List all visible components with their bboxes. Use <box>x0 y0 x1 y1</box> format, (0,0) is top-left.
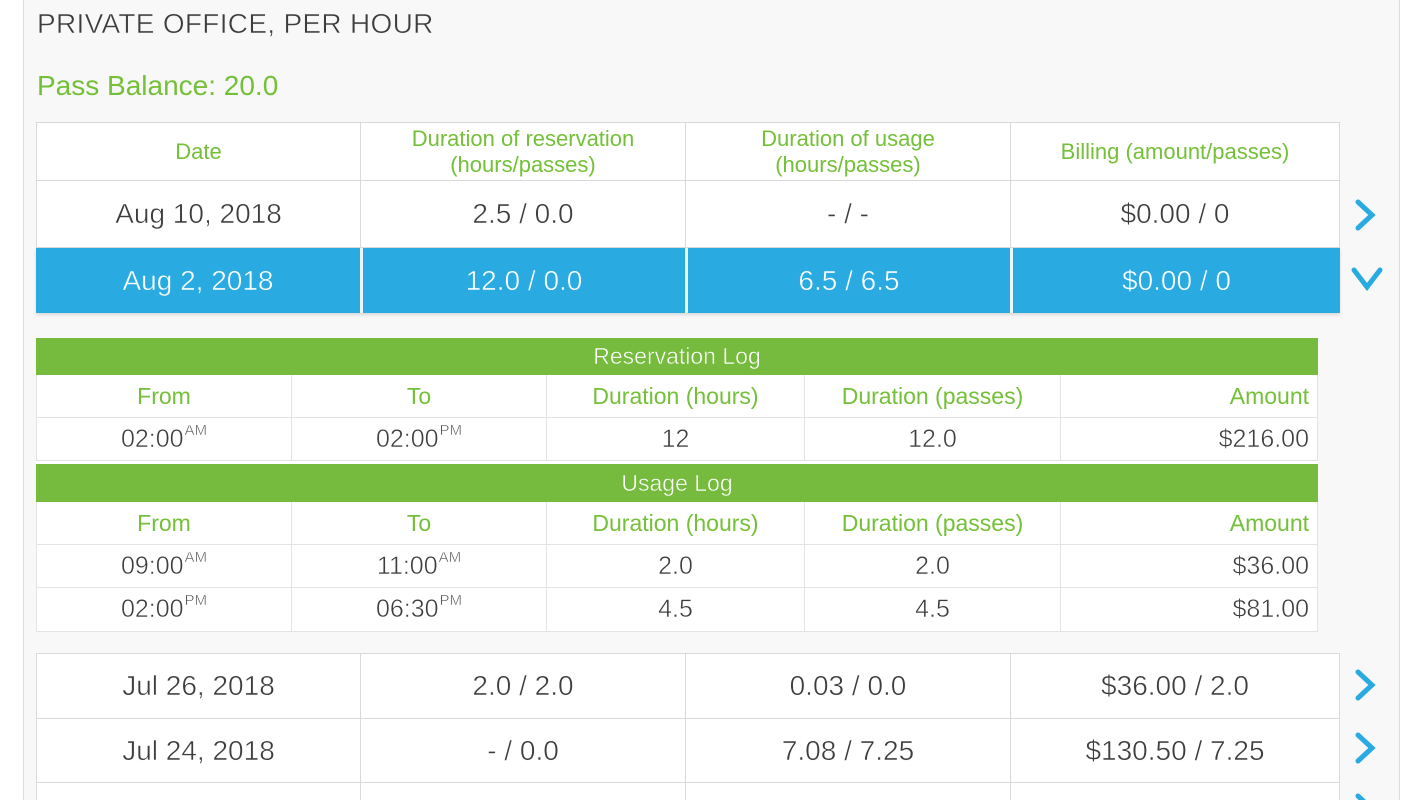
chevron-right-icon[interactable] <box>1355 199 1377 231</box>
cell-billing: $0.00 / 0 <box>1010 248 1340 313</box>
cell-billing: $130.50 / 7.25 <box>1010 719 1340 783</box>
log-cell-to: 02:00 PM <box>291 418 546 461</box>
log-cell-duration-passes: 2.0 <box>804 545 1060 588</box>
usage-log-title-bar: Usage Log <box>36 461 1318 502</box>
pass-balance-label: Pass Balance: <box>37 70 216 101</box>
meridiem: PM <box>439 592 463 610</box>
history-table-header: Date Duration of reservation (hours/passe… <box>36 122 1340 181</box>
log-cell-from: 09:00 AM <box>36 545 291 588</box>
cell-date <box>36 783 360 800</box>
history-row-jul24[interactable]: Jul 24, 2018 - / 0.0 7.08 / 7.25 $130.50… <box>36 719 1340 783</box>
log-header-from: From <box>36 375 291 418</box>
cell-billing: $36.00 / 2.0 <box>1010 653 1340 719</box>
cell-usage: - / - <box>685 181 1010 248</box>
history-row-jul26[interactable]: Jul 26, 2018 2.0 / 2.0 0.03 / 0.0 $36.00… <box>36 653 1340 719</box>
page-title: PRIVATE OFFICE, PER HOUR <box>37 8 434 40</box>
cell-date: Jul 24, 2018 <box>36 719 360 783</box>
log-cell-amount: $216.00 <box>1060 418 1318 461</box>
log-header-duration-passes: Duration (passes) <box>804 502 1060 545</box>
log-header-to: To <box>291 502 546 545</box>
log-header-duration-hours: Duration (hours) <box>546 375 804 418</box>
cell-reservation: - / 0.0 <box>360 719 685 783</box>
meridiem: AM <box>438 548 462 566</box>
history-row-aug10[interactable]: Aug 10, 2018 2.5 / 0.0 - / - $0.00 / 0 <box>36 181 1340 248</box>
log-cell-amount: $36.00 <box>1060 545 1318 588</box>
cell-reservation: 12.0 / 0.0 <box>360 248 685 313</box>
header-duration-reservation: Duration of reservation (hours/passes) <box>360 122 685 181</box>
cell-date: Aug 10, 2018 <box>36 181 360 248</box>
header-billing: Billing (amount/passes) <box>1010 122 1340 181</box>
chevron-right-icon[interactable] <box>1355 793 1377 800</box>
cell-usage: 6.5 / 6.5 <box>685 248 1010 313</box>
reservation-log-header: From To Duration (hours) Duration (passe… <box>36 375 1318 418</box>
log-cell-to: 11:00 AM <box>291 545 546 588</box>
log-cell-duration-hours: 2.0 <box>546 545 804 588</box>
usage-log-header: From To Duration (hours) Duration (passe… <box>36 502 1318 545</box>
meridiem: PM <box>439 421 463 439</box>
log-cell-duration-passes: 4.5 <box>804 588 1060 632</box>
history-row-partial[interactable] <box>36 783 1340 800</box>
cell-usage: 0.03 / 0.0 <box>685 653 1010 719</box>
cell-reservation: 2.0 / 2.0 <box>360 653 685 719</box>
cell-billing: $0.00 / 0 <box>1010 181 1340 248</box>
usage-log-row: 02:00 PM 06:30 PM 4.5 4.5 $81.00 <box>36 588 1318 632</box>
log-header-amount: Amount <box>1060 502 1318 545</box>
cell-reservation <box>360 783 685 800</box>
log-header-amount: Amount <box>1060 375 1318 418</box>
log-cell-amount: $81.00 <box>1060 588 1318 632</box>
log-header-duration-passes: Duration (passes) <box>804 375 1060 418</box>
chevron-right-icon[interactable] <box>1355 732 1377 764</box>
cell-date: Jul 26, 2018 <box>36 653 360 719</box>
meridiem: AM <box>184 421 208 439</box>
cell-usage: 7.08 / 7.25 <box>685 719 1010 783</box>
usage-log-row: 09:00 AM 11:00 AM 2.0 2.0 $36.00 <box>36 545 1318 588</box>
log-cell-duration-passes: 12.0 <box>804 418 1060 461</box>
log-cell-duration-hours: 4.5 <box>546 588 804 632</box>
log-cell-duration-hours: 12 <box>546 418 804 461</box>
cell-usage <box>685 783 1010 800</box>
log-header-from: From <box>36 502 291 545</box>
pass-balance-value: 20.0 <box>223 70 279 101</box>
reservation-log-title-bar: Reservation Log <box>36 338 1318 375</box>
log-header-duration-hours: Duration (hours) <box>546 502 804 545</box>
log-header-to: To <box>291 375 546 418</box>
header-date: Date <box>36 122 360 181</box>
history-row-aug2-selected[interactable]: Aug 2, 2018 12.0 / 0.0 6.5 / 6.5 $0.00 /… <box>36 248 1340 313</box>
header-duration-usage: Duration of usage (hours/passes) <box>685 122 1010 181</box>
log-cell-from: 02:00 PM <box>36 588 291 632</box>
reservation-log-row: 02:00 AM 02:00 PM 12 12.0 $216.00 <box>36 418 1318 461</box>
cell-date: Aug 2, 2018 <box>36 248 360 313</box>
cell-reservation: 2.5 / 0.0 <box>360 181 685 248</box>
cell-billing <box>1010 783 1340 800</box>
log-cell-to: 06:30 PM <box>291 588 546 632</box>
pass-balance: Pass Balance: 20.0 <box>37 70 278 102</box>
log-cell-from: 02:00 AM <box>36 418 291 461</box>
chevron-down-icon[interactable] <box>1351 266 1383 292</box>
meridiem: PM <box>184 592 208 610</box>
meridiem: AM <box>184 548 208 566</box>
main-panel: PRIVATE OFFICE, PER HOUR Pass Balance: 2… <box>23 0 1400 800</box>
chevron-right-icon[interactable] <box>1355 669 1377 701</box>
